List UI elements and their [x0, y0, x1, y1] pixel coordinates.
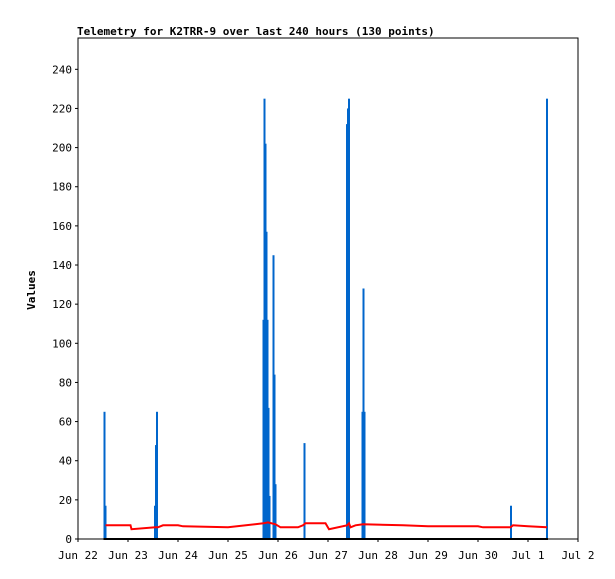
y-tick-label: 180	[52, 181, 72, 194]
bar	[273, 374, 276, 539]
x-tick-label: Jun 27	[308, 549, 348, 562]
bar	[510, 505, 512, 539]
bar	[268, 495, 271, 539]
y-axis: 0 20 40 60 80 100 120 140 160 180 200 220 240	[52, 63, 78, 546]
bar	[267, 407, 270, 539]
y-tick-label: 100	[52, 337, 72, 350]
y-tick-label: 220	[52, 102, 72, 115]
y-tick-label: 80	[59, 376, 72, 389]
y-tick-label: 200	[52, 142, 72, 155]
x-tick-label: Jun 26	[258, 549, 298, 562]
bar	[274, 484, 277, 539]
y-tick-label: 60	[59, 416, 72, 429]
x-tick-label: Jun 22	[58, 549, 98, 562]
y-tick-label: 160	[52, 220, 72, 233]
x-axis: Jun 22 Jun 23 Jun 24 Jun 25 Jun 26 Jun 27 Jun …	[58, 539, 595, 562]
bar	[103, 411, 106, 539]
y-tick-label: 240	[52, 63, 72, 76]
x-tick-label: Jul 1	[511, 549, 544, 562]
y-tick-label: 0	[65, 533, 72, 546]
bar-series	[103, 98, 548, 539]
y-tick-label: 120	[52, 298, 72, 311]
bar	[546, 98, 548, 539]
x-tick-label: Jul 2	[561, 549, 594, 562]
x-tick-label: Jun 29	[408, 549, 448, 562]
bar	[348, 98, 350, 539]
chart-title: Telemetry for K2TRR-9 over last 240 hour…	[77, 25, 435, 38]
bar	[363, 411, 366, 539]
y-tick-label: 140	[52, 259, 72, 272]
plot-frame	[77, 37, 579, 540]
plot-area: 0 20 40 60 80 100 120 140 160 180 200 220 240 Jun 22…	[52, 37, 595, 562]
x-tick-label: Jun 28	[358, 549, 398, 562]
y-tick-label: 40	[59, 455, 72, 468]
telemetry-line	[105, 521, 548, 531]
x-tick-label: Jun 23	[108, 549, 148, 562]
x-tick-label: Jun 30	[458, 549, 498, 562]
bar	[303, 443, 306, 539]
y-tick-label: 20	[59, 494, 72, 507]
y-axis-title: Values	[25, 270, 38, 310]
line-series	[105, 521, 548, 531]
x-tick-label: Jun 24	[158, 549, 198, 562]
x-tick-label: Jun 25	[208, 549, 248, 562]
bar	[156, 411, 158, 539]
bar	[104, 505, 107, 539]
